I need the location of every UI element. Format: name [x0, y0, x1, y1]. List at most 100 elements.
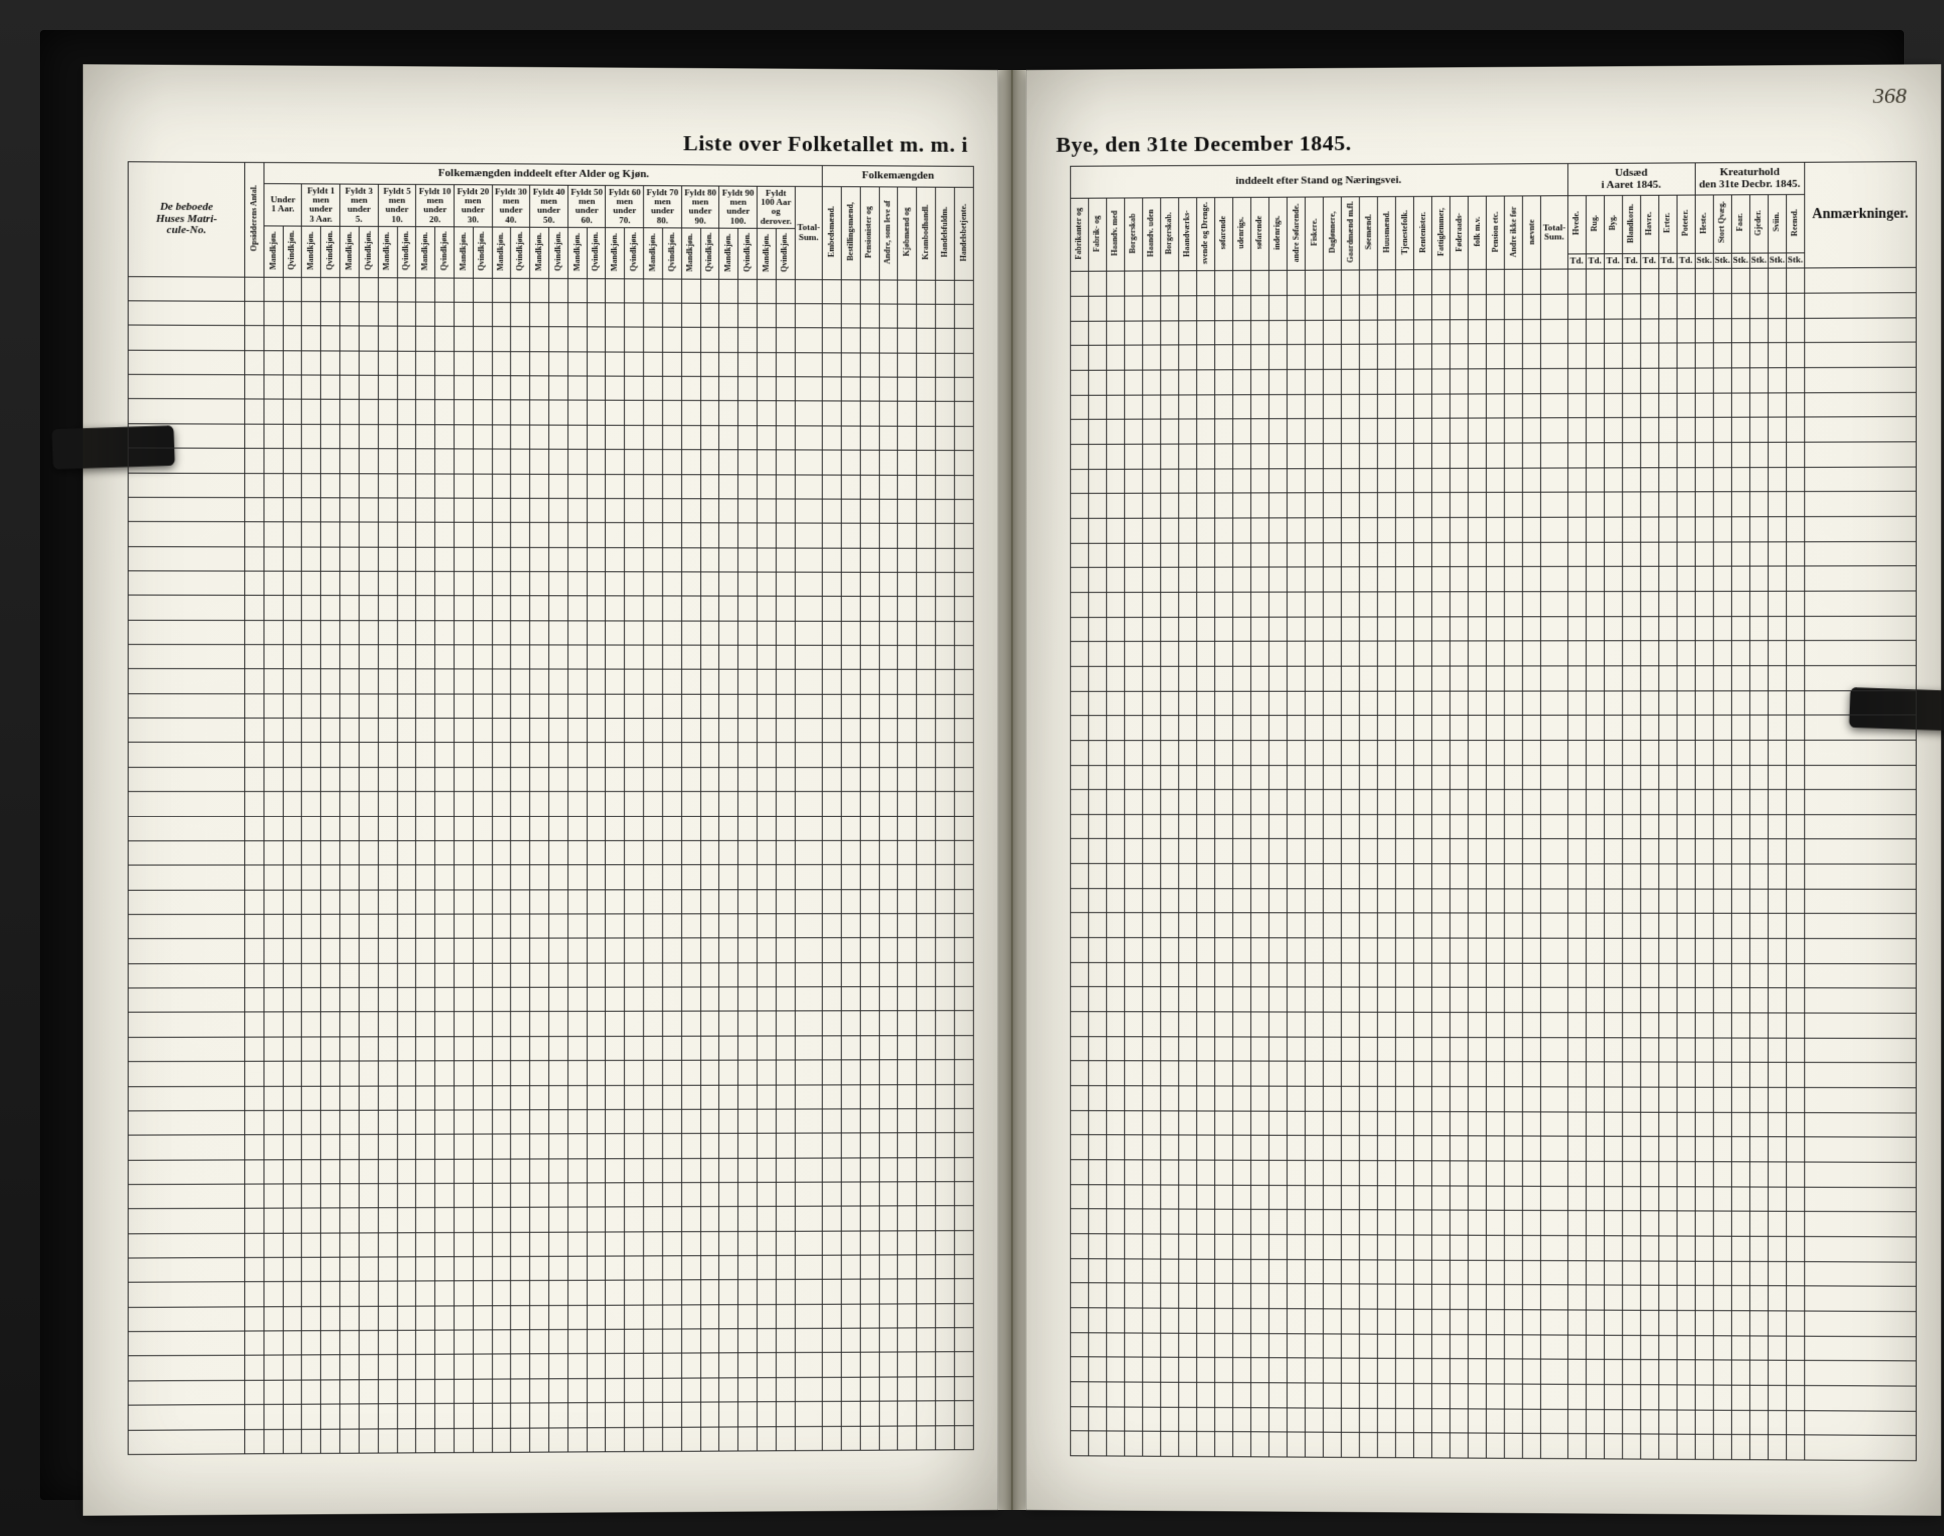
- cell: [606, 1329, 625, 1354]
- cell: [898, 1157, 917, 1181]
- cell: [511, 376, 530, 401]
- cell: [1378, 394, 1396, 419]
- cell: [397, 865, 416, 889]
- cell: [1487, 715, 1505, 740]
- cell: [700, 1280, 719, 1305]
- cell: [625, 987, 644, 1011]
- cell: [879, 377, 898, 401]
- cell: [1586, 691, 1604, 716]
- cell: [1804, 367, 1916, 392]
- cell: [795, 1084, 823, 1108]
- cell: [1750, 442, 1768, 467]
- cell: [1251, 1407, 1269, 1432]
- cell: [644, 1378, 663, 1403]
- cell: [1786, 641, 1804, 666]
- cell: [245, 1331, 264, 1356]
- cell: [954, 767, 973, 791]
- cell: [283, 890, 302, 915]
- cell: [1161, 444, 1179, 469]
- cell: [1567, 740, 1585, 765]
- cell: [776, 1158, 795, 1182]
- cell: [776, 1426, 795, 1451]
- cell: [1604, 691, 1622, 716]
- cell: [1604, 740, 1622, 765]
- cell: [1342, 542, 1360, 567]
- cell: [1269, 1160, 1287, 1185]
- cell: [1750, 393, 1768, 418]
- cell: [1768, 1162, 1786, 1187]
- cell: [1487, 765, 1505, 790]
- cell: [1251, 691, 1269, 716]
- cell: [860, 304, 879, 328]
- cell: [1161, 1086, 1179, 1111]
- cell: [359, 596, 378, 621]
- cell: [860, 1353, 879, 1377]
- cell: [1107, 518, 1125, 543]
- cell: [1342, 765, 1360, 790]
- cell: [860, 1084, 879, 1108]
- cell: [283, 1282, 302, 1307]
- cell: [1640, 963, 1658, 988]
- cell: [1125, 370, 1143, 395]
- cell: [283, 1429, 302, 1454]
- cell: [1251, 1432, 1269, 1457]
- cell: [1233, 592, 1251, 617]
- cell: [1143, 518, 1161, 543]
- cell: [719, 841, 738, 865]
- cell: [1233, 1284, 1251, 1309]
- cell: [1640, 1236, 1658, 1261]
- cell: [1804, 1336, 1916, 1361]
- cell: [644, 1427, 663, 1452]
- cell: [568, 987, 587, 1011]
- cell: [549, 1061, 568, 1085]
- cell: [606, 792, 625, 816]
- cell: [492, 694, 511, 718]
- cell: [454, 1012, 473, 1037]
- cell: [1768, 988, 1786, 1013]
- cell: [1468, 839, 1486, 864]
- cell: [1125, 1431, 1143, 1456]
- cell: [822, 426, 841, 450]
- cell: [530, 865, 549, 889]
- cell: [662, 547, 681, 571]
- cell: [1305, 765, 1323, 790]
- cell: [644, 963, 663, 987]
- cell: [1215, 1333, 1233, 1358]
- cell: [1432, 864, 1450, 889]
- cell: [1750, 889, 1768, 914]
- age-group-7: Fyldt 40men under50.: [530, 185, 568, 228]
- cell: [841, 1206, 860, 1230]
- cell: [1215, 617, 1233, 642]
- cell: [1468, 1359, 1486, 1384]
- cell: [587, 621, 606, 645]
- cell: [397, 351, 416, 376]
- cell: [700, 474, 719, 498]
- cell: [473, 498, 492, 523]
- cell: [435, 1257, 454, 1282]
- cell: [1089, 765, 1107, 790]
- cell: [1677, 963, 1695, 988]
- cell: [1396, 616, 1414, 641]
- cell: [1750, 715, 1768, 740]
- occ-l-8: søfarende: [1215, 198, 1233, 272]
- cell: [1541, 1087, 1567, 1112]
- cell: [587, 816, 606, 840]
- cell: [1143, 765, 1161, 790]
- cell: [822, 1402, 841, 1426]
- cell: [1604, 1211, 1622, 1236]
- cell: [1586, 765, 1604, 790]
- cell: [662, 401, 681, 425]
- cell: [738, 279, 757, 303]
- cell: [1414, 938, 1432, 963]
- cell: [568, 743, 587, 767]
- cell: [511, 278, 530, 303]
- cell: [1750, 641, 1768, 666]
- cell: [1750, 1187, 1768, 1212]
- cell: [841, 597, 860, 621]
- cell: [1804, 790, 1916, 815]
- cell: [1622, 1186, 1640, 1211]
- cell: [473, 302, 492, 327]
- cell: [397, 767, 416, 791]
- cell: [1541, 740, 1567, 765]
- cell: [1360, 567, 1378, 592]
